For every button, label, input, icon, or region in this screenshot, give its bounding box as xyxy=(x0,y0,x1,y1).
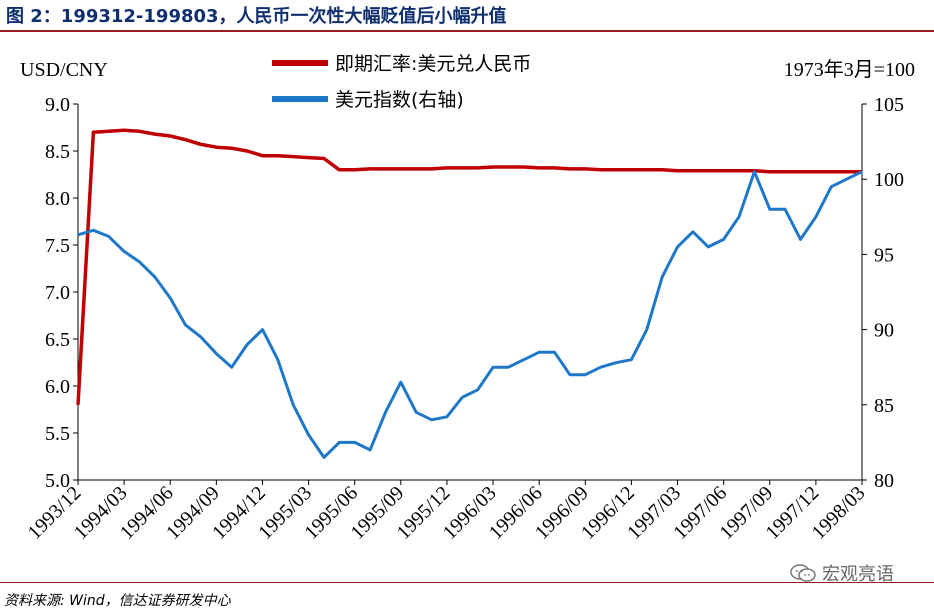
watermark: 宏观亮语 xyxy=(790,560,894,586)
series-line-usd-index xyxy=(77,170,863,459)
right-tick-label: 80 xyxy=(874,470,894,492)
chart-title: 图 2：199312-199803，人民币一次性大幅贬值后小幅升值 xyxy=(6,6,507,27)
series-line-usdcny xyxy=(76,128,862,405)
left-tick-label: 9.0 xyxy=(45,94,70,116)
left-axis-title: USD/CNY xyxy=(20,59,108,81)
legend-label-usdcny: 即期汇率:美元兑人民币 xyxy=(335,53,531,75)
right-tick-label: 105 xyxy=(874,94,904,116)
right-axis-title: 1973年3月=100 xyxy=(784,58,915,81)
dual-axis-line-chart: 9.0 8.5 8.0 7.5 7.0 6.5 6.0 5.5 5.0 105 100 95 90 85 8… xyxy=(20,53,915,544)
title-rule xyxy=(0,30,934,32)
left-tick-label: 5.5 xyxy=(45,423,70,445)
left-tick-label: 8.0 xyxy=(45,188,70,210)
left-tick-label: 6.0 xyxy=(45,376,70,398)
right-tick-label: 90 xyxy=(874,320,894,342)
source-note: 资料来源: Wind，信达证券研发中心 xyxy=(4,593,231,609)
left-tick-label: 7.5 xyxy=(45,235,70,257)
wechat-icon xyxy=(790,564,816,582)
right-tick-label: 100 xyxy=(874,169,904,191)
left-tick-label: 8.5 xyxy=(45,141,70,163)
right-tick-label: 85 xyxy=(874,395,894,417)
left-tick-label: 5.0 xyxy=(45,470,70,492)
left-tick-label: 6.5 xyxy=(45,329,70,351)
left-tick-label: 7.0 xyxy=(45,282,70,304)
legend-label-usd-index: 美元指数(右轴) xyxy=(335,89,464,111)
chart-area: 9.0 8.5 8.0 7.5 7.0 6.5 6.0 5.5 5.0 105 100 95 90 85 8… xyxy=(0,34,934,584)
watermark-text: 宏观亮语 xyxy=(822,564,894,585)
source-rule xyxy=(0,582,934,583)
right-tick-label: 95 xyxy=(874,244,894,266)
